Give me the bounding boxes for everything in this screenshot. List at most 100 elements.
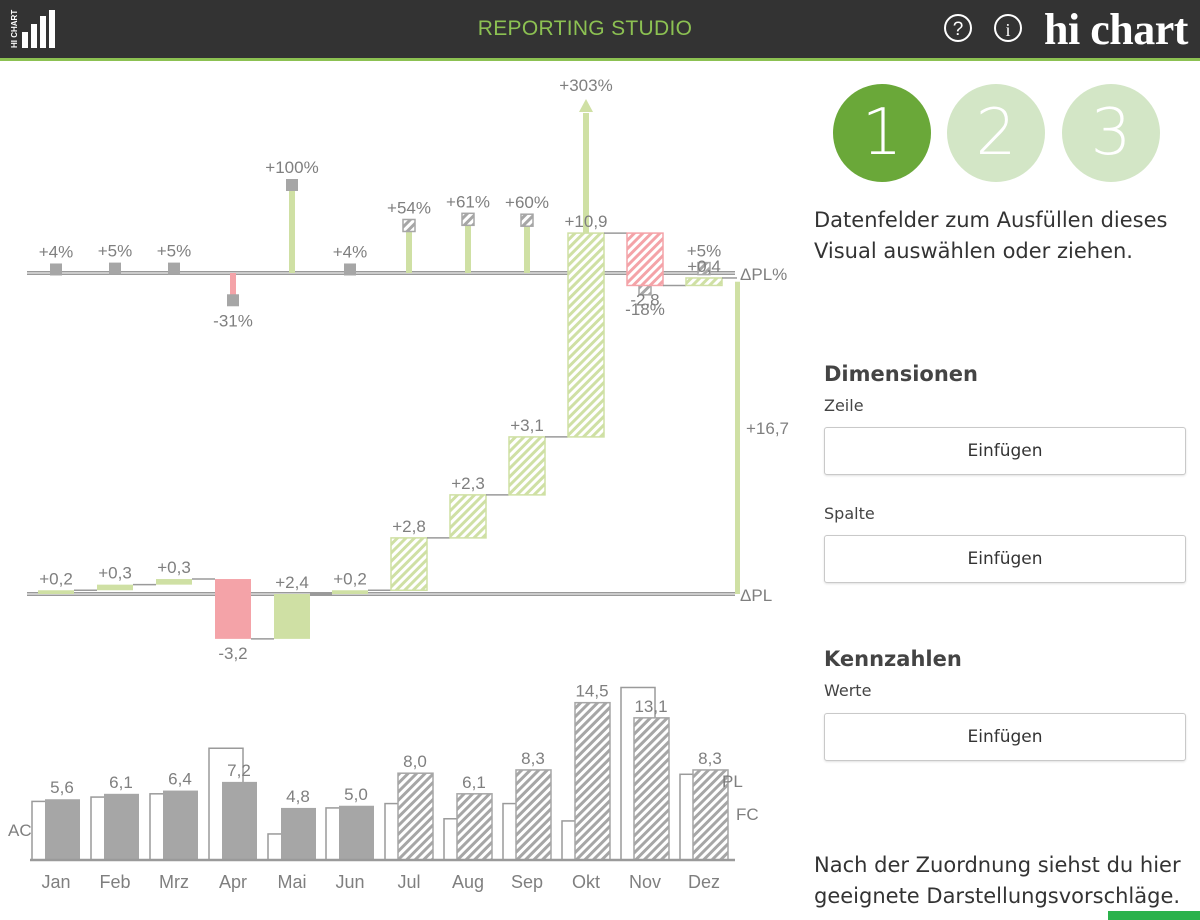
waterfall-label-Nov: -2,8 <box>630 290 659 309</box>
brand-wordmark[interactable]: hi chart <box>1044 5 1188 54</box>
step-3-button[interactable]: 3 <box>1062 84 1160 182</box>
variance-label-Feb: +5% <box>98 242 133 261</box>
side-panel: 1 2 3 Datenfelder zum Ausfüllen dieses V… <box>810 60 1200 920</box>
actual-bar-Jan <box>45 799 80 860</box>
waterfall-bar-Apr <box>215 579 251 639</box>
forecast-bar-Jul <box>397 772 434 861</box>
variance-label-Jul: +54% <box>387 198 431 217</box>
variance-marker-Apr <box>227 294 239 307</box>
value-label-Jun: 5,0 <box>344 785 368 804</box>
value-label-Aug: 6,1 <box>462 773 486 792</box>
row-label: Zeile <box>824 396 864 415</box>
forecast-bar-Aug <box>456 793 493 861</box>
month-label-Okt: Okt <box>572 872 600 892</box>
variance-marker-Feb <box>109 262 121 275</box>
hichart-logo-icon[interactable]: HI CHART <box>8 8 64 50</box>
waterfall-bar-Mai <box>274 594 310 639</box>
month-label-Apr: Apr <box>219 872 247 892</box>
month-label-Mrz: Mrz <box>159 872 189 892</box>
values-label: Werte <box>824 681 872 700</box>
waterfall-bar-Sep <box>508 436 546 496</box>
month-label-Mai: Mai <box>277 872 306 892</box>
waterfall-label-Apr: -3,2 <box>218 644 247 663</box>
month-label-Jan: Jan <box>41 872 70 892</box>
variance-label-Sep: +60% <box>505 193 549 212</box>
actual-bar-Mai <box>281 807 316 860</box>
forecast-bar-Nov <box>633 717 670 861</box>
waterfall-label-Feb: +0,3 <box>98 564 132 583</box>
waterfall-bar-Nov <box>626 232 664 287</box>
value-label-Apr: 7,2 <box>227 761 251 780</box>
value-label-Dez: 8,3 <box>698 749 722 768</box>
value-label-Jul: 8,0 <box>403 752 427 771</box>
variance-label-Apr: -31% <box>213 311 253 330</box>
help-icon[interactable]: ? <box>944 14 972 42</box>
waterfall-label-Aug: +2,3 <box>451 474 485 493</box>
step-2-button[interactable]: 2 <box>947 84 1045 182</box>
variance-label-Okt: +303% <box>559 76 612 95</box>
waterfall-bar-Dez <box>685 277 723 287</box>
value-label-Mai: 4,8 <box>286 787 310 806</box>
actual-bar-Mrz <box>163 790 198 860</box>
variance-marker-Mrz <box>168 262 180 275</box>
waterfall-total-label: +16,7 <box>746 419 789 438</box>
month-label-Sep: Sep <box>511 872 543 892</box>
variance-marker-Jul <box>402 218 416 233</box>
outro-text: Nach der Zuordnung siehst du hier geeign… <box>814 853 1181 908</box>
forecast-bar-Sep <box>515 769 552 861</box>
waterfall-bar-Feb <box>97 584 133 591</box>
forecast-bar-Okt <box>574 701 611 861</box>
waterfall-label-Dez: +0,4 <box>687 257 721 276</box>
variance-label-Nov: -18% <box>625 300 665 319</box>
column-label: Spalte <box>824 504 875 523</box>
top-bar: HI CHART REPORTING STUDIO ? i hi chart <box>0 0 1200 61</box>
step-1-button[interactable]: 1 <box>833 84 931 182</box>
month-label-Dez: Dez <box>688 872 720 892</box>
variance-label-Aug: +61% <box>446 192 490 211</box>
column-insert-button[interactable]: Einfügen <box>824 535 1186 583</box>
variance-label-Jan: +4% <box>39 242 74 261</box>
overflow-arrow-Okt <box>579 99 593 112</box>
forecast-bar-Dez <box>692 769 729 861</box>
chart-canvas: +4% +5% +5% -31% +100% +4% +54% +61% +60% +303% -1… <box>8 76 789 892</box>
waterfall-total-bar <box>735 281 740 594</box>
row-insert-button[interactable]: Einfügen <box>824 427 1186 475</box>
month-label-Feb: Feb <box>99 872 130 892</box>
value-label-Mrz: 6,4 <box>168 770 192 789</box>
month-label-Nov: Nov <box>629 872 661 892</box>
status-badge <box>1108 911 1200 920</box>
info-icon[interactable]: i <box>994 14 1022 42</box>
actual-bar-Jun <box>339 805 374 860</box>
waterfall-bar-Mrz <box>156 579 192 585</box>
month-label-Jul: Jul <box>397 872 420 892</box>
waterfall-bar-Jul <box>390 537 428 592</box>
value-label-Nov: 13,1 <box>634 697 667 716</box>
waterfall-label-Jan: +0,2 <box>39 569 73 588</box>
waterfall-bar-Jun <box>332 590 368 594</box>
actual-bar-Feb <box>104 793 139 860</box>
waterfall-label-Jul: +2,8 <box>392 517 426 536</box>
waterfall-bar-Jan <box>38 590 74 594</box>
value-label-Okt: 14,5 <box>575 682 608 701</box>
variance-marker-Aug <box>461 212 475 227</box>
logo-text: HI CHART <box>10 10 19 48</box>
waterfall-label-Okt: +10,9 <box>564 212 607 231</box>
intro-text: Datenfelder zum Ausfüllen dieses Visual … <box>814 208 1168 263</box>
month-label-Jun: Jun <box>335 872 364 892</box>
month-label-Aug: Aug <box>452 872 484 892</box>
dimensions-heading: Dimensionen <box>824 362 978 386</box>
variance-label-Jun: +4% <box>333 242 368 261</box>
waterfall-label-Jun: +0,2 <box>333 569 367 588</box>
variance-marker-Jun <box>344 263 356 276</box>
waterfall-axis-label: ΔPL <box>740 586 772 605</box>
value-label-Jan: 5,6 <box>50 778 74 797</box>
legend-fc: FC <box>736 805 759 824</box>
measures-heading: Kennzahlen <box>824 647 962 671</box>
values-insert-button[interactable]: Einfügen <box>824 713 1186 761</box>
variance-marker-Sep <box>520 213 534 227</box>
value-label-Sep: 8,3 <box>521 749 545 768</box>
variance-label-Mai: +100% <box>265 158 318 177</box>
variance-marker-Mai <box>286 179 298 191</box>
waterfall-bar-Aug <box>449 494 487 539</box>
waterfall-label-Mai: +2,4 <box>275 573 309 592</box>
